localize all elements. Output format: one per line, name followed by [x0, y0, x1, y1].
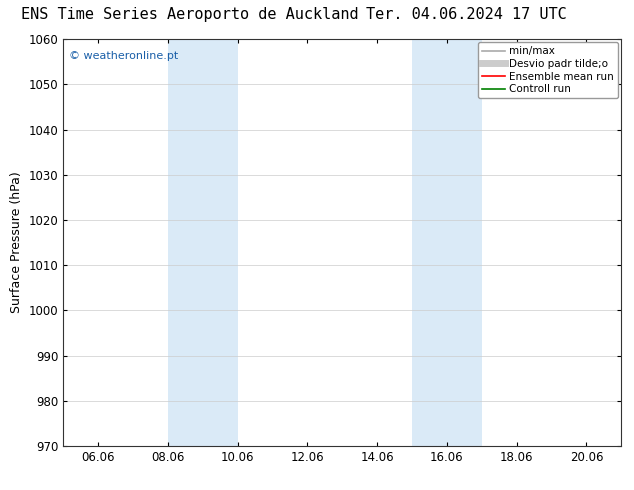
- Title: ENS Time Series Aeroporto de Auckland    Ter. 04.06.2024 17 UTC: ENS Time Series Aeroporto de Auckland Te…: [0, 489, 1, 490]
- Text: ENS Time Series Aeroporto de Auckland: ENS Time Series Aeroporto de Auckland: [22, 7, 359, 22]
- Y-axis label: Surface Pressure (hPa): Surface Pressure (hPa): [10, 172, 23, 314]
- Bar: [412, 39, 482, 446]
- Text: Ter. 04.06.2024 17 UTC: Ter. 04.06.2024 17 UTC: [366, 7, 566, 22]
- Legend: min/max, Desvio padr tilde;o, Ensemble mean run, Controll run: min/max, Desvio padr tilde;o, Ensemble m…: [478, 42, 618, 98]
- Bar: [168, 39, 238, 446]
- Text: © weatheronline.pt: © weatheronline.pt: [69, 51, 178, 61]
